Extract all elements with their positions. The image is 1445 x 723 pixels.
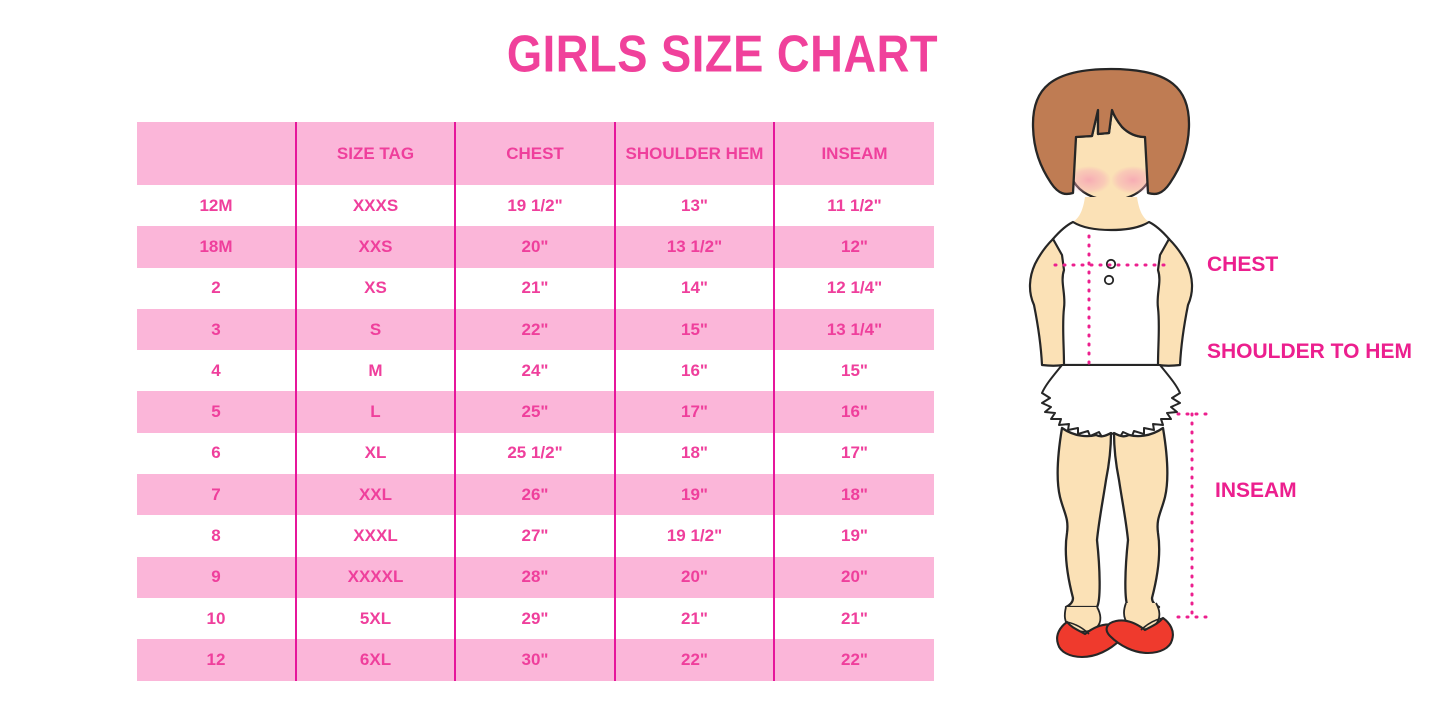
svg-text:INSEAM: INSEAM: [1215, 479, 1297, 502]
svg-text:CHEST: CHEST: [1207, 253, 1278, 276]
svg-text:SHOULDER TO HEM: SHOULDER TO HEM: [1207, 340, 1412, 363]
